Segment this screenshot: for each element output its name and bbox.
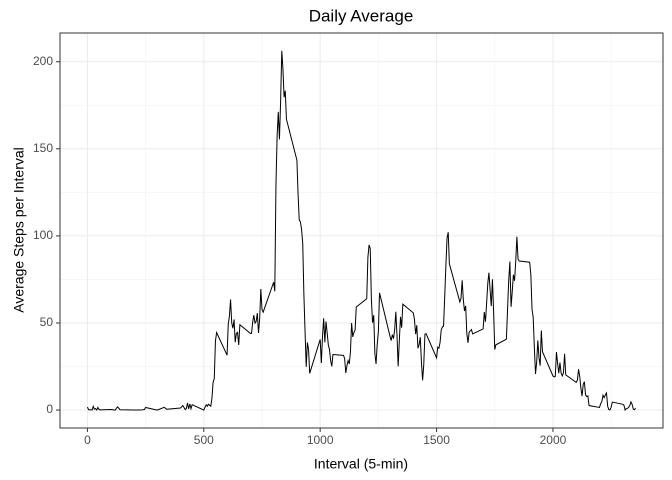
x-tick-label: 2000	[540, 433, 567, 447]
y-axis-title: Average Steps per Interval	[11, 147, 27, 313]
y-tick-label: 150	[33, 141, 53, 155]
y-tick-label: 200	[33, 54, 53, 68]
x-axis-title: Interval (5-min)	[314, 456, 408, 472]
x-tick-label: 1500	[423, 433, 450, 447]
chart-title: Daily Average	[309, 6, 414, 25]
y-tick-label: 0	[46, 402, 53, 416]
line-series	[86, 50, 636, 412]
y-tick-label: 50	[40, 315, 54, 329]
x-tick-label: 1000	[307, 433, 334, 447]
y-tick-label: 100	[33, 228, 53, 242]
x-tick-label: 0	[84, 433, 91, 447]
x-tick-label: 500	[194, 433, 214, 447]
panel-border	[59, 32, 664, 429]
